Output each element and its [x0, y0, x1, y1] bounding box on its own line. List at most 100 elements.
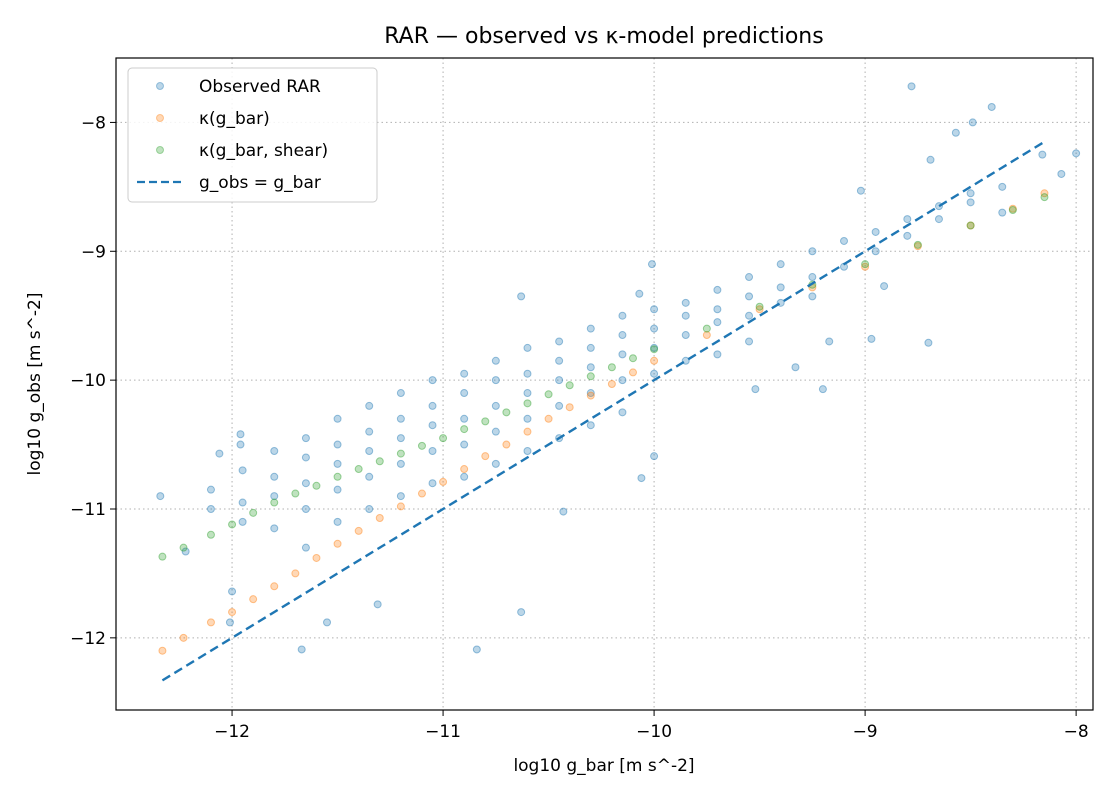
observed-point [333, 459, 342, 468]
observed-point [951, 128, 960, 137]
kappa-point [1040, 189, 1049, 198]
observed-point [460, 440, 469, 449]
observed-point [396, 459, 405, 468]
kappa-shear-point [481, 417, 490, 426]
kappa-point [607, 380, 616, 388]
observed-point [856, 186, 865, 195]
kappa-point [249, 595, 258, 604]
legend: Observed RAR κ(g_bar) κ(g_bar, shear) g_… [127, 67, 378, 203]
kappa-shear-point [270, 498, 279, 507]
observed-point [966, 198, 975, 207]
kappa-point [270, 582, 279, 591]
observed-point [926, 155, 935, 164]
kappa-point [333, 539, 342, 548]
legend-label-observed: Observed RAR [199, 77, 321, 97]
kappa-shear-point [375, 457, 384, 466]
observed-point [428, 421, 437, 430]
observed-point [301, 504, 310, 513]
kappa-point [650, 356, 659, 365]
kappa-shear-point [291, 489, 300, 498]
kappa-shear-point [523, 399, 532, 408]
kappa-point [523, 427, 532, 436]
observed-point [586, 324, 595, 333]
legend-marker-kappa-shear [156, 146, 164, 154]
observed-point [934, 215, 943, 224]
observed-point [396, 434, 405, 443]
observed-point [396, 492, 405, 501]
observed-point [523, 447, 532, 456]
observed-point [365, 472, 374, 481]
x-tick-label: −12 [214, 722, 250, 742]
kappa-point [755, 305, 764, 314]
kappa-point [1008, 204, 1017, 213]
kappa-point [354, 526, 363, 535]
kappa-point [966, 221, 975, 230]
observed-point [460, 369, 469, 378]
observed-point [1072, 149, 1081, 158]
kappa-shear-point [565, 381, 574, 390]
observed-point [968, 118, 977, 127]
data-marks [156, 82, 1081, 682]
kappa-point [158, 646, 167, 655]
observed-point [517, 608, 526, 617]
observed-point [523, 389, 532, 398]
observed-point [618, 331, 627, 340]
axis-ticks: −12 −11 −10 −9 −8 −12 −11 −10 −9 −8 [70, 113, 1089, 742]
observed-point [618, 350, 627, 359]
observed-point [333, 517, 342, 526]
observed-point [206, 485, 215, 494]
observed-point [523, 343, 532, 352]
observed-point [228, 587, 237, 596]
observed-point [297, 645, 306, 654]
observed-point [301, 543, 310, 552]
observed-point [559, 507, 568, 516]
chart-title: RAR — observed vs κ-model predictions [384, 24, 823, 49]
kappa-shear-point [755, 302, 764, 311]
observed-point [460, 389, 469, 398]
observed-point [555, 401, 564, 410]
kappa-shear-point [861, 260, 870, 269]
y-tick-label: −12 [70, 629, 106, 649]
observed-point [333, 440, 342, 449]
observed-point [618, 311, 627, 320]
kappa-shear-point [1008, 206, 1017, 215]
kappa-point [628, 368, 637, 377]
kappa-shear-point [333, 472, 342, 481]
observed-point [618, 408, 627, 417]
observed-point [225, 618, 234, 627]
observed-point [987, 102, 996, 111]
observed-point [586, 389, 595, 398]
observed-point [323, 618, 332, 627]
kappa-shear-point [702, 324, 711, 333]
observed-point [365, 427, 374, 436]
legend-label-kappa: κ(g_bar) [199, 109, 270, 129]
observed-point [650, 305, 659, 314]
observed-point [903, 231, 912, 240]
legend-label-kappa-shear: κ(g_bar, shear) [199, 141, 328, 161]
observed-point [998, 182, 1007, 191]
y-tick-label: −10 [70, 371, 106, 391]
observed-point [867, 334, 876, 343]
observed-point [1038, 150, 1047, 159]
observed-point [491, 459, 500, 468]
observed-point [270, 492, 279, 501]
kappa-point [861, 262, 870, 271]
observed-point [460, 414, 469, 423]
kappa-shear-point [628, 354, 637, 363]
y-tick-label: −8 [81, 113, 106, 133]
observed-point [618, 376, 627, 385]
observed-point [215, 449, 224, 458]
kappa-point [586, 391, 595, 400]
kappa-point [179, 633, 188, 642]
kappa-shear-point [439, 434, 448, 443]
y-tick-label: −11 [70, 500, 106, 520]
observed-point [745, 292, 754, 301]
kappa-point [206, 618, 215, 627]
observed-point [650, 324, 659, 333]
observed-point [238, 466, 247, 475]
observed-point [301, 434, 310, 443]
observed-point [586, 363, 595, 372]
observed-point [825, 337, 834, 346]
x-tick-label: −11 [425, 722, 461, 742]
